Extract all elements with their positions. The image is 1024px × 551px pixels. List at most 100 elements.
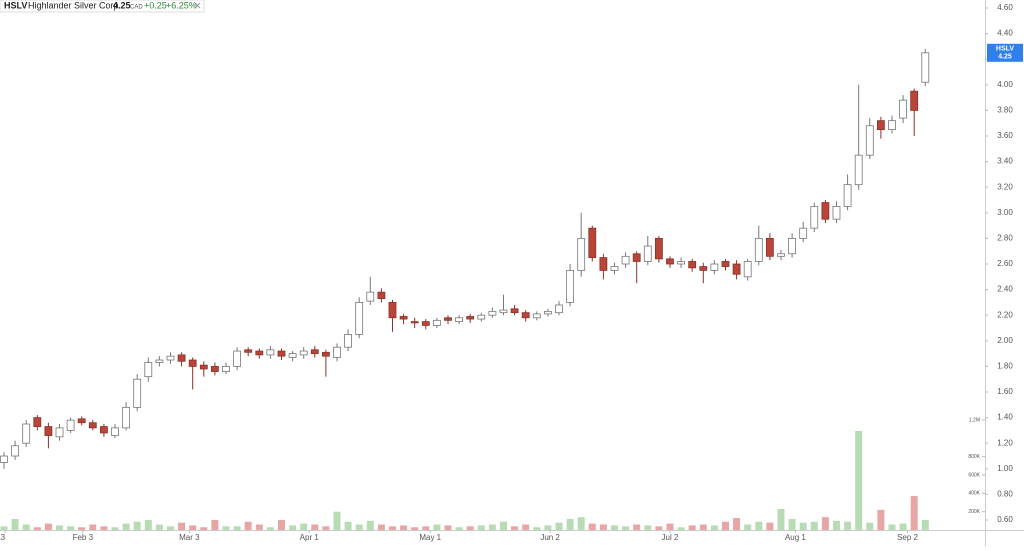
volume-tick-label: 1.2M <box>969 417 980 423</box>
volume-bar <box>733 518 741 530</box>
last-price-value: 4.25 <box>998 54 1012 61</box>
candle-body <box>876 120 885 131</box>
volume-bar <box>266 527 274 530</box>
x-tick-label: 13 <box>0 533 6 542</box>
candle-body <box>199 364 208 370</box>
volume-bar <box>333 511 341 530</box>
y-tick-label: 3.00 <box>997 208 1013 217</box>
volume-bar <box>55 525 63 530</box>
volume-bar <box>821 517 829 530</box>
volume-bar <box>22 524 30 530</box>
candle-body <box>732 263 741 275</box>
volume-bar <box>133 521 141 530</box>
volume-bar <box>377 524 385 530</box>
currency: CAD <box>130 5 143 11</box>
x-tick-label: Jun 2 <box>540 533 560 542</box>
volume-bar <box>622 526 630 530</box>
candle-body <box>210 366 219 372</box>
volume-tick-label: 800K <box>968 454 980 460</box>
last-price: 4.25 <box>113 0 131 10</box>
volume-bar <box>67 526 75 530</box>
y-tick-label: 4.40 <box>997 29 1013 38</box>
candle-body <box>677 261 685 265</box>
candle-body <box>99 426 108 434</box>
y-tick-label: 1.40 <box>997 413 1013 422</box>
volume-bar <box>744 524 752 530</box>
y-tick-label: 1.60 <box>997 387 1013 396</box>
candle-body <box>821 202 830 220</box>
candle-body <box>777 253 785 257</box>
volume-bar <box>311 524 319 530</box>
y-tick-label: 1.00 <box>997 464 1013 473</box>
y-tick-label: 4.00 <box>997 80 1013 89</box>
volume-bar <box>122 523 130 530</box>
candle-body <box>666 258 674 265</box>
volume-bar <box>255 524 263 530</box>
change-percent: +6.25% <box>166 0 197 10</box>
x-tick-label: May 1 <box>419 533 441 542</box>
candle-body <box>444 317 452 321</box>
volume-bar <box>766 522 774 530</box>
candle-body <box>421 321 430 326</box>
candle-body <box>743 261 752 278</box>
volume-bar <box>511 526 519 530</box>
volume-bar <box>910 496 918 530</box>
volume-bar <box>477 525 485 530</box>
x-tick-label: Sep 2 <box>897 533 918 542</box>
candle-body <box>377 291 386 299</box>
volume-bar <box>444 525 452 530</box>
volume-bar <box>877 509 885 530</box>
volume-bar <box>433 524 441 530</box>
volume-bar <box>211 519 219 530</box>
volume-bar <box>44 523 52 530</box>
y-tick-label: 1.20 <box>997 438 1013 447</box>
x-tick-label: Aug 1 <box>785 533 806 542</box>
volume-bar <box>0 526 8 530</box>
volume-bar <box>610 525 618 530</box>
candle-body <box>832 206 841 220</box>
candle-body <box>288 353 297 358</box>
volume-bar <box>499 521 507 530</box>
volume-bar <box>688 525 696 530</box>
candle-body <box>699 266 708 271</box>
candle-body <box>488 310 497 316</box>
close-icon[interactable] <box>194 2 201 9</box>
candle-body <box>66 419 75 431</box>
candle-body <box>244 349 253 353</box>
volume-bar <box>455 527 463 530</box>
candle-body <box>888 120 896 131</box>
candle-body <box>499 309 508 314</box>
candle-body <box>610 266 619 271</box>
candle-body <box>310 349 319 355</box>
volume-bar <box>289 525 297 530</box>
volume-bar <box>699 524 707 530</box>
volume-bar <box>366 520 374 530</box>
last-price-box <box>987 43 1023 62</box>
volume-bar <box>33 527 41 530</box>
volume-bar <box>166 526 174 530</box>
volume-bar <box>810 521 818 530</box>
candle-body <box>765 238 774 257</box>
candle-body <box>599 257 608 271</box>
y-tick-label: 2.60 <box>997 259 1013 268</box>
candle-body <box>355 302 364 335</box>
candle-body <box>388 302 397 319</box>
volume-bar <box>788 519 796 530</box>
candle-body <box>44 426 53 436</box>
candle-body <box>333 346 341 358</box>
candle-body <box>88 422 97 429</box>
candle-body <box>721 261 730 267</box>
candle-body <box>22 423 31 444</box>
candle-body <box>921 52 930 83</box>
volume-bar <box>533 527 541 530</box>
volume-bar <box>544 525 552 530</box>
candle-body <box>166 355 175 361</box>
candle-body <box>810 206 819 229</box>
y-tick-label: 2.00 <box>997 336 1013 345</box>
volume-bar <box>777 508 785 530</box>
volume-bar <box>89 524 97 530</box>
volume-bar <box>566 519 574 530</box>
volume-bar <box>422 526 430 530</box>
